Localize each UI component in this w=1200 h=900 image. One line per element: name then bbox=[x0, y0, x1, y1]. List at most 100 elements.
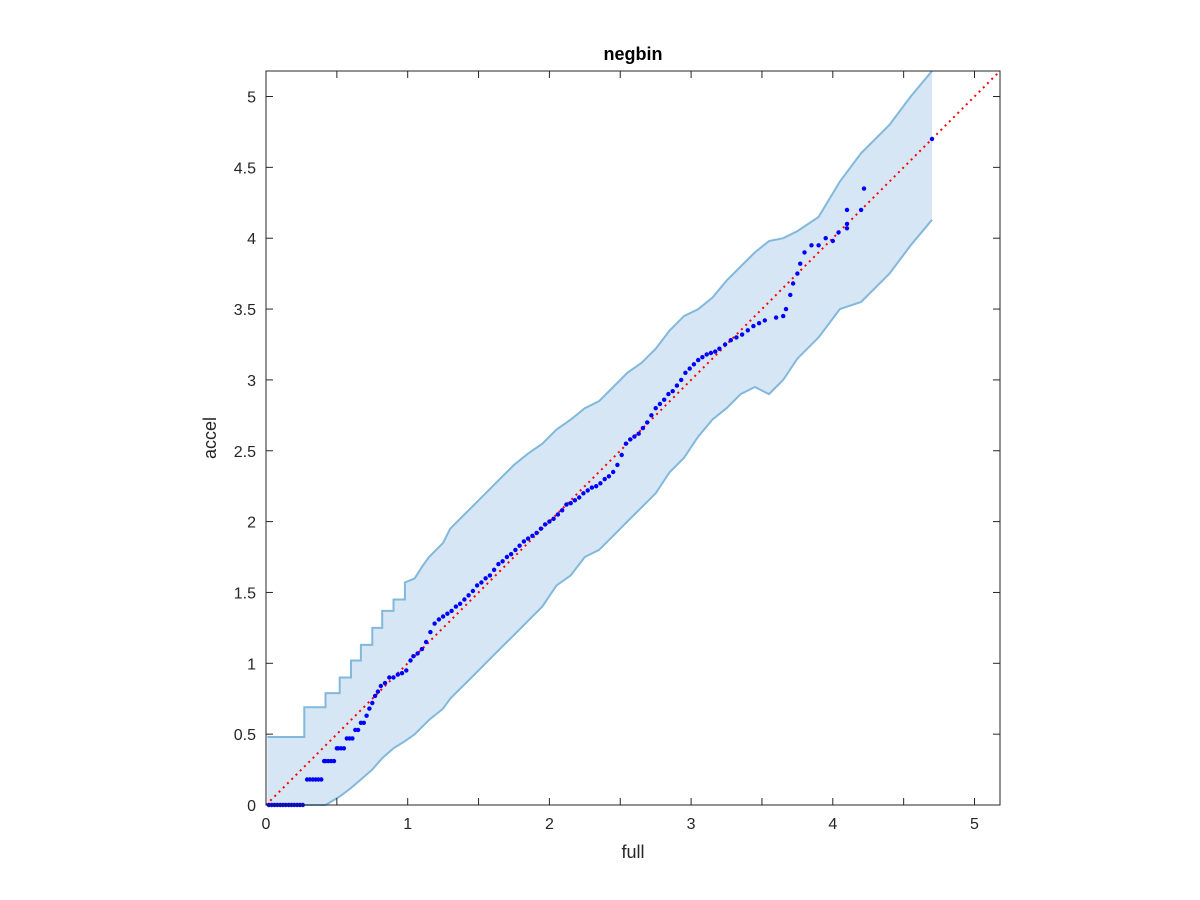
data-point bbox=[751, 323, 756, 329]
y-tick-label: 2.5 bbox=[234, 444, 256, 461]
reference-line bbox=[265, 70, 1001, 806]
data-point bbox=[453, 604, 459, 609]
data-point bbox=[504, 554, 510, 560]
data-point bbox=[331, 758, 337, 764]
data-point bbox=[547, 519, 552, 524]
data-point bbox=[687, 366, 692, 371]
data-point bbox=[809, 243, 814, 248]
data-point bbox=[645, 420, 650, 425]
data-point bbox=[790, 281, 796, 286]
y-tick-label: 5 bbox=[247, 90, 256, 107]
data-point bbox=[341, 746, 347, 751]
data-point bbox=[670, 389, 675, 394]
y-tick-label: 3 bbox=[247, 373, 256, 390]
data-point bbox=[816, 243, 821, 248]
x-tick-label: 0 bbox=[262, 816, 271, 833]
data-point bbox=[623, 441, 629, 446]
data-point bbox=[367, 706, 372, 711]
data-point bbox=[657, 401, 663, 407]
data-point bbox=[783, 306, 789, 312]
data-point bbox=[355, 727, 361, 733]
data-point bbox=[319, 777, 324, 782]
data-point bbox=[560, 508, 565, 513]
data-point bbox=[683, 370, 688, 375]
data-point bbox=[404, 668, 409, 673]
data-point bbox=[781, 313, 786, 319]
data-point bbox=[611, 469, 616, 475]
data-point bbox=[361, 720, 366, 725]
data-point bbox=[708, 350, 714, 356]
x-tick-label: 3 bbox=[687, 816, 696, 833]
data-point bbox=[542, 522, 548, 527]
data-point bbox=[589, 485, 595, 490]
data-point bbox=[572, 498, 578, 503]
data-point bbox=[666, 391, 671, 397]
data-point bbox=[508, 552, 514, 557]
data-point bbox=[491, 567, 497, 572]
data-point bbox=[364, 713, 369, 718]
data-point bbox=[594, 484, 599, 489]
data-point bbox=[500, 559, 505, 564]
axis-ticks bbox=[265, 71, 1000, 806]
data-point bbox=[836, 230, 841, 235]
data-point bbox=[615, 462, 620, 468]
data-point bbox=[795, 271, 800, 276]
data-point bbox=[704, 352, 709, 357]
data-point bbox=[350, 736, 355, 741]
data-point bbox=[830, 238, 835, 244]
y-tick-label: 1.5 bbox=[234, 585, 256, 602]
data-point bbox=[802, 250, 807, 255]
data-point bbox=[419, 646, 425, 652]
data-point bbox=[408, 658, 413, 663]
data-point bbox=[632, 434, 637, 439]
data-point bbox=[788, 292, 793, 298]
data-point bbox=[432, 621, 437, 626]
data-point bbox=[378, 683, 383, 689]
data-point bbox=[568, 501, 573, 506]
data-point bbox=[628, 437, 633, 442]
data-point bbox=[861, 186, 867, 191]
data-point bbox=[440, 614, 446, 619]
data-point bbox=[773, 315, 779, 320]
data-point bbox=[525, 536, 531, 541]
data-point bbox=[387, 675, 392, 680]
y-tick-label: 1 bbox=[247, 656, 256, 673]
x-tick-label: 2 bbox=[545, 816, 554, 833]
data-point bbox=[423, 639, 429, 645]
data-point bbox=[577, 495, 582, 500]
data-point bbox=[470, 588, 476, 594]
data-point bbox=[538, 526, 544, 531]
data-point bbox=[844, 221, 850, 227]
data-point bbox=[679, 377, 684, 383]
data-point bbox=[483, 576, 488, 581]
y-tick-label: 3.5 bbox=[234, 302, 256, 319]
data-point bbox=[662, 397, 667, 402]
data-point bbox=[823, 236, 828, 241]
data-point bbox=[517, 543, 522, 548]
data-point bbox=[653, 406, 658, 411]
plot-frame bbox=[265, 70, 1001, 806]
y-tick-label: 2 bbox=[247, 515, 256, 532]
x-tick-labels: 0 1 2 3 4 5 bbox=[262, 816, 979, 833]
data-point bbox=[585, 488, 590, 493]
data-point bbox=[691, 362, 697, 367]
chart-title: negbin bbox=[604, 44, 663, 64]
data-point bbox=[395, 672, 400, 677]
data-point bbox=[496, 561, 501, 567]
data-point bbox=[606, 474, 612, 479]
x-tick-label: 4 bbox=[828, 816, 837, 833]
data-point bbox=[479, 580, 484, 585]
data-point bbox=[739, 332, 745, 337]
data-point bbox=[411, 654, 416, 659]
data-point bbox=[466, 593, 471, 598]
data-point bbox=[521, 539, 527, 544]
data-point bbox=[762, 318, 767, 323]
x-tick-label: 5 bbox=[970, 816, 979, 833]
y-tick-label: 4.5 bbox=[234, 160, 256, 177]
data-point bbox=[619, 452, 624, 458]
data-point bbox=[462, 597, 467, 602]
data-point bbox=[436, 617, 442, 622]
data-point bbox=[844, 226, 850, 231]
data-point bbox=[713, 349, 718, 354]
